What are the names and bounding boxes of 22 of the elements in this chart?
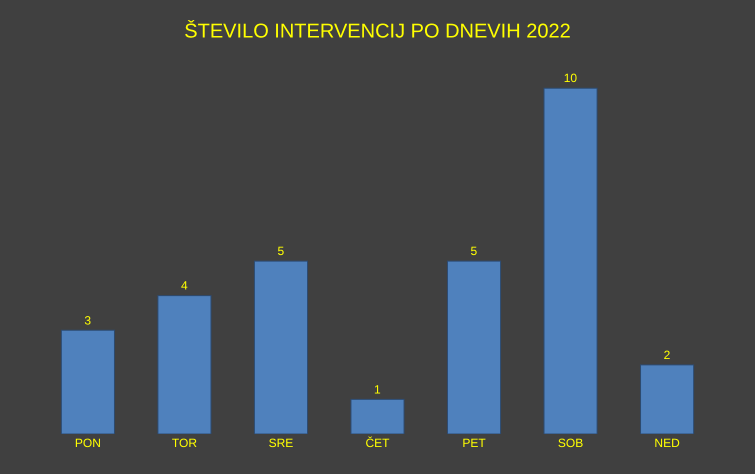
bar (60, 330, 115, 434)
data-label: 10 (564, 71, 578, 86)
bar (350, 398, 405, 434)
x-tick-label: SRE (268, 436, 294, 450)
x-tick-label: NED (654, 436, 680, 450)
data-label: 1 (374, 382, 381, 396)
x-tick-label: SOB (558, 436, 584, 450)
x-tick-label: PON (74, 436, 101, 450)
data-label: 3 (84, 313, 92, 328)
chart-title: ŠTEVILO INTERVENCIJ PO DNEVIH 2022 (184, 20, 571, 43)
x-tick-label: TOR (172, 436, 198, 450)
data-label: 2 (664, 348, 671, 362)
x-tick-label: ČET (366, 436, 390, 450)
data-label: 5 (470, 244, 478, 258)
bar (254, 260, 308, 434)
data-label: 4 (180, 278, 188, 293)
bar (640, 364, 694, 434)
bar (544, 88, 598, 434)
bar (157, 295, 212, 434)
x-tick-label: PET (462, 436, 486, 450)
bar (446, 260, 502, 434)
data-label: 5 (277, 244, 284, 258)
